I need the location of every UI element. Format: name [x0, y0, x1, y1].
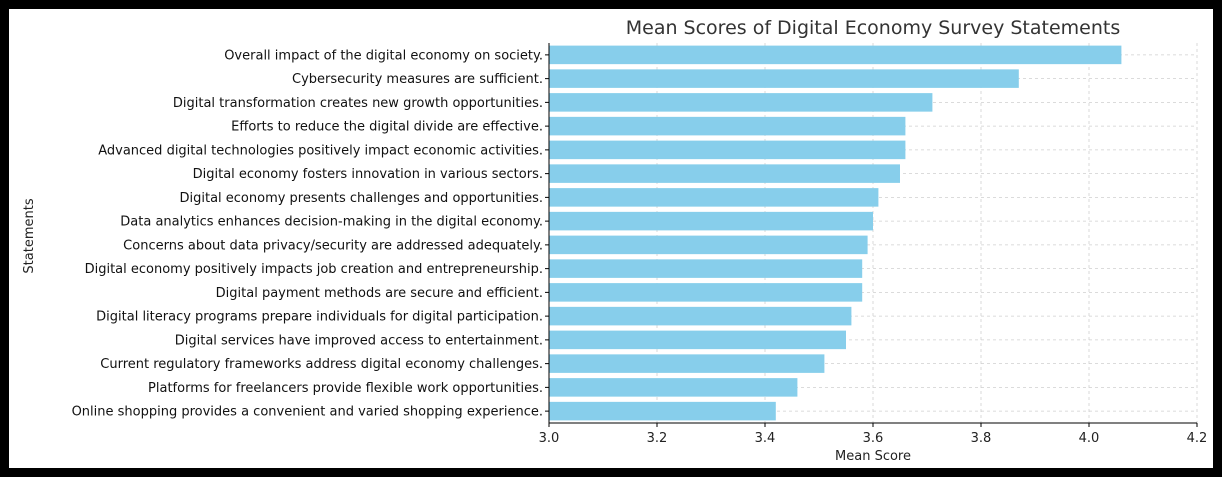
bar — [549, 330, 846, 350]
y-category-label: Current regulatory frameworks address di… — [100, 357, 543, 372]
bar — [549, 93, 933, 112]
bar — [549, 378, 798, 397]
y-category-label: Digital economy presents challenges and … — [179, 191, 543, 206]
y-category-label: Platforms for freelancers provide flexib… — [148, 381, 543, 396]
bar — [549, 401, 776, 421]
bar — [549, 283, 863, 302]
x-tick-label: 3.6 — [863, 431, 884, 446]
y-category-label: Digital economy positively impacts job c… — [85, 262, 543, 277]
x-tick-label: 3.4 — [755, 431, 776, 446]
x-tick-label: 3.0 — [539, 431, 560, 446]
y-category-label: Digital literacy programs prepare indivi… — [96, 310, 543, 325]
y-category-label: Data analytics enhances decision-making … — [120, 215, 543, 230]
bar — [549, 69, 1019, 88]
y-category-label: Online shopping provides a convenient an… — [72, 405, 543, 420]
bar — [549, 235, 868, 255]
y-category-label: Cybersecurity measures are sufficient. — [292, 72, 543, 87]
bar — [549, 259, 863, 278]
y-category-label: Digital services have improved access to… — [175, 333, 543, 348]
bars-layer — [549, 45, 1122, 421]
labels-layer: 3.0 3.2 3.4 3.6 3.8 4.0 4.2 Overall impact of t… — [72, 48, 1208, 446]
y-category-label: Overall impact of the digital economy on… — [224, 48, 543, 63]
bar — [549, 116, 906, 136]
x-axis-label: Mean Score — [835, 449, 911, 464]
x-tick-label: 3.2 — [647, 431, 668, 446]
bar — [549, 306, 852, 326]
bar — [549, 354, 825, 373]
bar — [549, 140, 906, 160]
chart-title: Mean Scores of Digital Economy Survey St… — [626, 17, 1121, 39]
y-category-label: Concerns about data privacy/security are… — [123, 238, 543, 253]
bar — [549, 45, 1122, 65]
y-category-label: Digital economy fosters innovation in va… — [193, 167, 543, 182]
bar — [549, 164, 900, 183]
x-tick-label: 4.2 — [1187, 431, 1208, 446]
bar — [549, 188, 879, 207]
y-category-label: Digital transformation creates new growt… — [173, 96, 543, 111]
y-category-label: Advanced digital technologies positively… — [98, 143, 543, 158]
bar — [549, 211, 873, 231]
x-tick-label: 3.8 — [971, 431, 992, 446]
y-category-label: Digital payment methods are secure and e… — [216, 286, 543, 301]
x-tick-label: 4.0 — [1079, 431, 1100, 446]
y-category-label: Efforts to reduce the digital divide are… — [231, 120, 543, 135]
axes-layer — [545, 43, 1198, 427]
y-axis-label: Statements — [22, 198, 37, 273]
